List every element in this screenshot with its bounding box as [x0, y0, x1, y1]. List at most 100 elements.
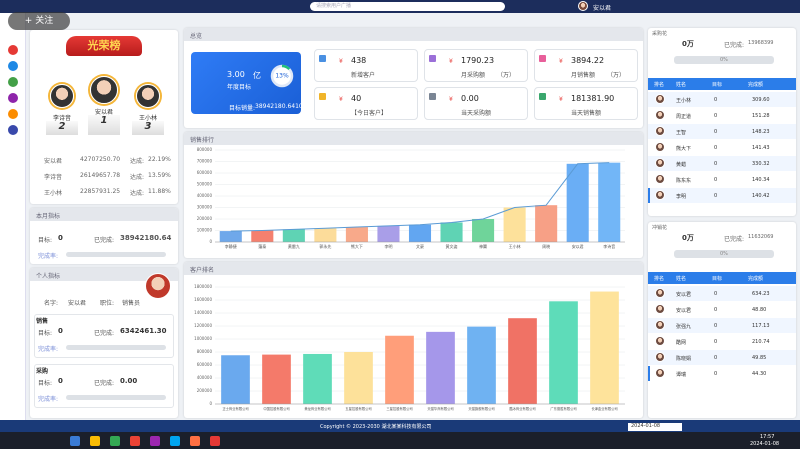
value: 安以君 [68, 300, 87, 307]
td-target: 0 [714, 97, 718, 103]
panel-header [184, 262, 643, 275]
label: 已完成: [94, 330, 115, 337]
avatar [578, 1, 588, 11]
follow-button[interactable]: + 关注 [8, 12, 70, 30]
sidebar-icon [8, 45, 18, 55]
podium-rank: 2 [46, 121, 78, 135]
row-bg [648, 286, 796, 301]
panel-title: 个人指标 [36, 273, 61, 280]
th: 姓名 [676, 82, 687, 88]
td-amount: 140.34 [752, 177, 770, 183]
table-header [648, 272, 796, 284]
rank-reach-label: 达成: [130, 174, 145, 181]
label: 名字: [44, 300, 59, 307]
th: 姓名 [676, 276, 687, 282]
avatar [145, 273, 171, 299]
sidebar-icon [8, 125, 18, 135]
section-title: 销售 [36, 318, 49, 325]
rank-name: 王小林 [44, 190, 63, 197]
value: 0 [58, 327, 63, 335]
annual-unit: 亿 [253, 71, 261, 80]
taskbar-icon [210, 436, 220, 446]
rank-amount: 22857931.25 [80, 188, 121, 195]
td-name: 安以君 [676, 308, 692, 314]
value: 0.00 [120, 377, 138, 385]
currency: ¥ [449, 58, 453, 65]
td-amount: 48.80 [752, 307, 767, 313]
row-bg [648, 188, 796, 203]
th: 目标 [712, 82, 723, 88]
label: 目标: [38, 380, 53, 387]
taskbar-icon [190, 436, 200, 446]
avatar [655, 126, 665, 136]
progress-text: 0% [720, 57, 728, 63]
avatar [655, 142, 665, 152]
currency: ¥ [339, 58, 343, 65]
avatar [655, 320, 665, 330]
label: 完成率: [38, 253, 59, 260]
td-target: 0 [714, 307, 718, 313]
stat-card: ¥0.00 当天采购额 [424, 87, 528, 120]
stat-card: ¥3894.22 月销售额 （万） [534, 49, 638, 82]
td-name: 安以君 [676, 292, 692, 298]
card-value: 438 [351, 56, 367, 65]
td-amount: 141.43 [752, 145, 770, 151]
card-label: 月销售额 [571, 72, 596, 79]
row-bg [648, 156, 796, 171]
avatar [655, 190, 665, 200]
progress-bar: 0% [674, 250, 774, 258]
avatar [655, 158, 665, 168]
podium-rank: 1 [88, 115, 120, 135]
avatar [90, 76, 118, 104]
section-box [34, 364, 174, 408]
td-amount: 44.30 [752, 371, 767, 377]
th: 排名 [654, 82, 665, 88]
label: 职位: [100, 300, 115, 307]
footer-bar [0, 420, 800, 432]
row-bg [648, 366, 796, 381]
td-target: 0 [714, 113, 718, 119]
label: 已完成: [94, 380, 115, 387]
td-amount: 140.42 [752, 193, 770, 199]
panel: 采购花 0万 已完成: 13968399 0% 排名 姓名 目标 完成额 王小林 0 309.60 周正… [648, 28, 796, 216]
value: 0 [58, 234, 63, 242]
td-name: 张强九 [676, 324, 692, 330]
progress-bar [66, 345, 166, 350]
value: 13968399 [748, 40, 774, 46]
panel-title: 总览 [190, 33, 203, 40]
panel-header [184, 28, 643, 41]
label: 完成率: [38, 346, 59, 353]
panel-header [30, 208, 178, 221]
card-label: 月采购额 [461, 72, 486, 79]
label: 完成率: [38, 396, 59, 403]
taskbar-icon [130, 436, 140, 446]
card-icon [319, 55, 326, 62]
search-box: 请搜索用户广播 [310, 2, 505, 11]
rank-rate: 11.88% [148, 188, 171, 195]
card-value: 1790.23 [461, 56, 495, 65]
td-target: 0 [714, 145, 718, 151]
row-bg [648, 318, 796, 333]
panel-header [30, 268, 178, 281]
td-amount: 330.32 [752, 161, 770, 167]
row-bg [648, 92, 796, 107]
panel-title: 本月指标 [36, 213, 61, 220]
td-name: 熊大下 [676, 146, 692, 152]
avatar [655, 174, 665, 184]
label: 目标: [38, 237, 53, 244]
td-target: 0 [714, 323, 718, 329]
td-name: 王小林 [676, 98, 692, 104]
card-unit: （万） [497, 72, 516, 79]
rp-title: 冲销花 [652, 225, 668, 231]
stat-card: ¥40 【今日客户】 [314, 87, 418, 120]
avatar [655, 110, 665, 120]
rp-goal: 0万 [682, 234, 694, 242]
row-bg [648, 140, 796, 155]
podium-name: 王小林 [138, 115, 157, 122]
sidebar-icon [8, 61, 18, 71]
currency: ¥ [559, 96, 563, 103]
progress-bar [66, 252, 166, 257]
card-label: 新增客户 [351, 72, 376, 79]
currency: ¥ [339, 96, 343, 103]
currency: ¥ [449, 96, 453, 103]
